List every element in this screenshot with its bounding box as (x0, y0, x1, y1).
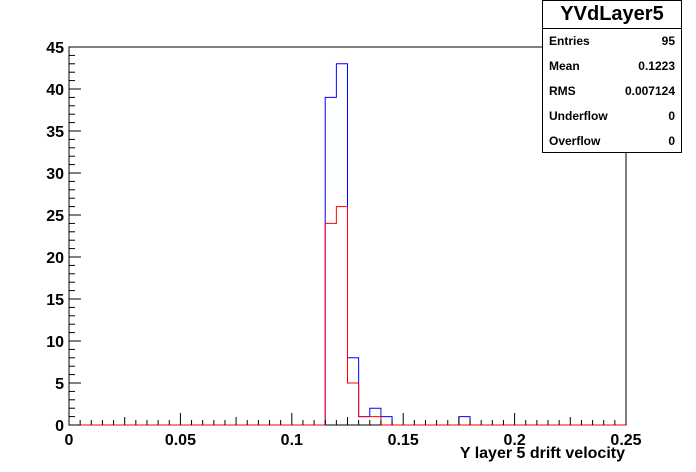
stats-row-mean: Mean 0.1223 (543, 54, 681, 79)
stats-label: Overflow (549, 134, 601, 148)
x-tick-label: 0.1 (281, 432, 303, 449)
series-1-bin (336, 207, 347, 425)
x-tick-label: 0 (65, 432, 74, 449)
stats-value: 0 (668, 134, 675, 148)
series-0-bin (325, 97, 336, 425)
series-0-bin (336, 64, 347, 425)
stats-value: 0.007124 (624, 84, 675, 98)
stats-label: Underflow (549, 109, 608, 123)
x-tick-label: 0.05 (165, 432, 196, 449)
x-axis: 0 0.05 0.1 0.15 0.2 0.25 (65, 413, 642, 449)
series-0-bin (459, 417, 470, 425)
stats-value: 0.1223 (638, 59, 675, 73)
stats-row-overflow: Overflow 0 (543, 129, 681, 154)
series-1-outline (69, 206, 626, 426)
y-axis: 0 5 10 15 20 25 30 35 40 45 (46, 40, 81, 435)
x-tick-label: 0.25 (610, 432, 641, 449)
x-tick-label: 0.15 (388, 432, 419, 449)
stats-row-underflow: Underflow 0 (543, 104, 681, 129)
y-tick-label: 35 (46, 124, 64, 141)
stats-value: 0 (668, 109, 675, 123)
y-tick-label: 45 (46, 40, 64, 57)
series-0-bin (348, 358, 359, 425)
y-tick-label: 30 (46, 166, 64, 183)
series-0-bin (359, 417, 370, 425)
series-1-bin (359, 417, 370, 425)
y-tick-label: 20 (46, 250, 64, 267)
x-tick-label: 0.2 (503, 432, 525, 449)
y-tick-label: 25 (46, 208, 64, 225)
series-1-bin (348, 383, 359, 425)
y-tick-label: 40 (46, 82, 64, 99)
stats-row-entries: Entries 95 (543, 29, 681, 54)
y-tick-label: 0 (55, 418, 64, 435)
stats-title: YVdLayer5 (543, 1, 681, 29)
series-0-bin (381, 417, 392, 425)
stats-value: 95 (661, 34, 675, 48)
stats-label: Mean (549, 59, 580, 73)
series-1-bin (325, 223, 336, 425)
series-1-bin (370, 417, 381, 425)
stats-label: Entries (549, 34, 590, 48)
x-axis-title: Y layer 5 drift velocity (459, 445, 625, 462)
stats-label: RMS (549, 84, 576, 98)
y-tick-label: 15 (46, 292, 64, 309)
stats-box: YVdLayer5 Entries 95 Mean 0.1223 RMS 0.0… (542, 0, 682, 153)
y-tick-label: 10 (46, 334, 64, 351)
stats-row-rms: RMS 0.007124 (543, 79, 681, 104)
y-tick-label: 5 (55, 376, 64, 393)
